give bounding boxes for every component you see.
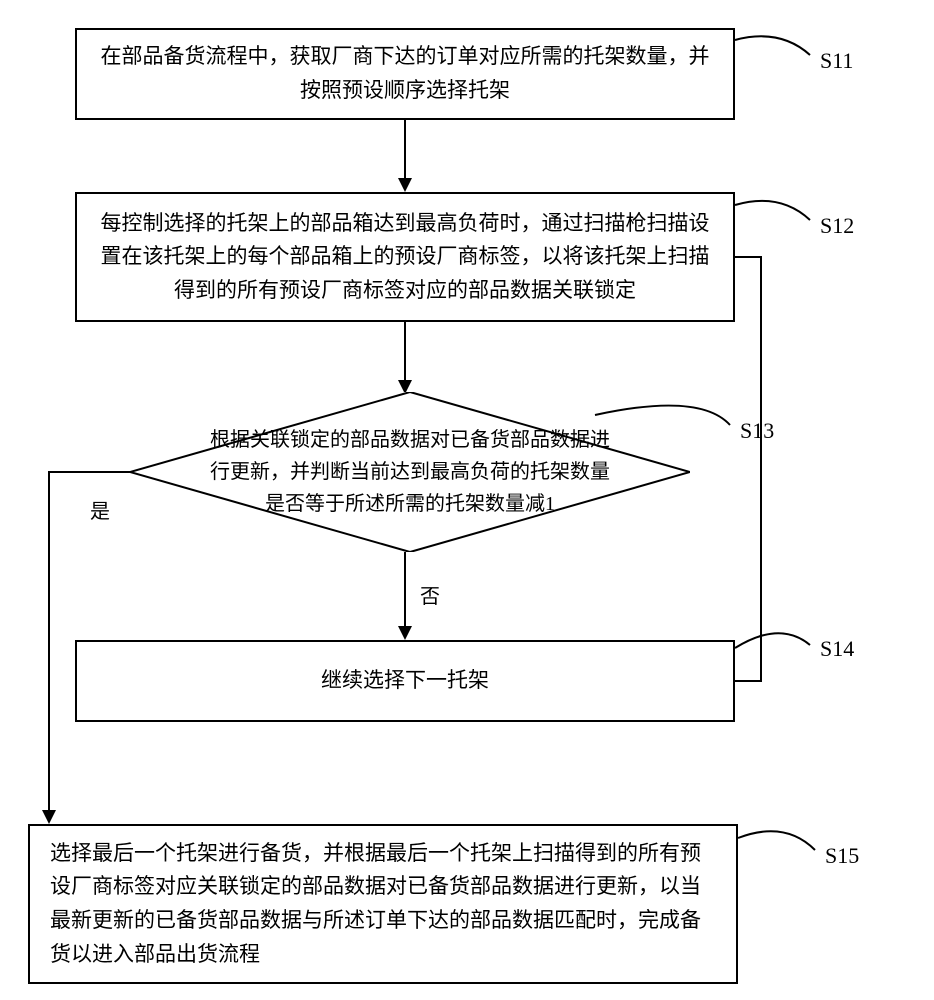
step-s15-text: 选择最后一个托架进行备货，并根据最后一个托架上扫描得到的所有预设厂商标签对应关联…	[50, 837, 716, 971]
arrow-loop-down	[760, 256, 762, 682]
decision-s13-text: 根据关联锁定的部品数据对已备货部品数据进行更新，并判断当前达到最高负荷的托架数量…	[130, 424, 690, 520]
label-s11: S11	[820, 48, 853, 74]
step-s11: 在部品备货流程中，获取厂商下达的订单对应所需的托架数量，并按照预设顺序选择托架	[75, 28, 735, 120]
arrow-s11-s12	[404, 120, 406, 178]
step-s11-text: 在部品备货流程中，获取厂商下达的订单对应所需的托架数量，并按照预设顺序选择托架	[97, 40, 713, 107]
arrow-loop-bottom	[735, 680, 762, 682]
step-s14: 继续选择下一托架	[75, 640, 735, 722]
edge-yes-label: 是	[90, 495, 110, 524]
label-s12: S12	[820, 213, 854, 239]
step-s12: 每控制选择的托架上的部品箱达到最高负荷时，通过扫描枪扫描设置在该托架上的每个部品…	[75, 192, 735, 322]
arrow-s12-s13	[404, 322, 406, 380]
arrow-s13-s14	[404, 552, 406, 626]
edge-no-label: 否	[420, 580, 440, 609]
arrow-yes-horiz	[48, 471, 130, 473]
arrow-loop-top	[735, 256, 762, 258]
label-s15: S15	[825, 843, 859, 869]
decision-s13: 根据关联锁定的部品数据对已备货部品数据进行更新，并判断当前达到最高负荷的托架数量…	[130, 392, 690, 552]
label-s13: S13	[740, 418, 774, 444]
arrow-head-yes	[42, 810, 56, 824]
step-s14-text: 继续选择下一托架	[321, 664, 489, 698]
arrow-head-s11-s12	[398, 178, 412, 192]
step-s12-text: 每控制选择的托架上的部品箱达到最高负荷时，通过扫描枪扫描设置在该托架上的每个部品…	[97, 207, 713, 308]
arrow-head-s13-s14	[398, 626, 412, 640]
label-s14: S14	[820, 636, 854, 662]
step-s15: 选择最后一个托架进行备货，并根据最后一个托架上扫描得到的所有预设厂商标签对应关联…	[28, 824, 738, 984]
arrow-yes-vert	[48, 471, 50, 811]
